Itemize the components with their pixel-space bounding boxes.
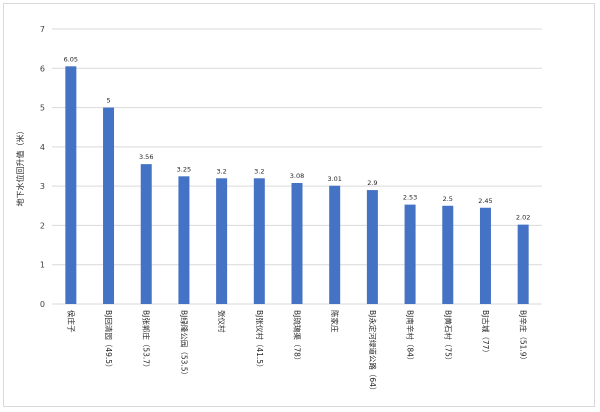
y-axis-tick-labels: 0 1 2 3 4 5 6 7 xyxy=(40,25,45,309)
category-label: BJ回清园（49.5） xyxy=(104,310,114,372)
bars xyxy=(65,66,529,304)
bar xyxy=(140,164,152,304)
y-axis-title: 地下水位回升值（米） xyxy=(15,127,25,207)
category-label: 侯庄子 xyxy=(66,310,76,333)
category-label: BJ辛庄（51.9） xyxy=(519,310,529,364)
y-tick-label: 2 xyxy=(40,221,45,230)
bar xyxy=(517,224,529,304)
bar xyxy=(253,178,265,304)
data-label: 3.25 xyxy=(177,165,191,173)
category-label: BJ古城（77） xyxy=(481,310,491,357)
gridlines xyxy=(52,28,542,305)
data-label: 3.56 xyxy=(139,153,153,161)
category-label: BJ张郭庄（53.7） xyxy=(142,310,152,372)
y-tick-label: 5 xyxy=(40,104,45,113)
bar xyxy=(103,107,115,304)
bar xyxy=(404,204,416,304)
category-label: BJ永定河绿道公路（64） xyxy=(368,310,378,394)
data-label: 2.02 xyxy=(516,214,530,222)
y-tick-label: 0 xyxy=(40,300,45,309)
bar xyxy=(479,207,491,304)
y-tick-label: 6 xyxy=(40,64,45,73)
y-tick-label: 7 xyxy=(40,25,45,34)
data-label: 2.9 xyxy=(367,179,377,187)
data-label: 3.2 xyxy=(254,167,264,175)
y-tick-label: 3 xyxy=(40,182,45,191)
category-label: BJ张仪村（41.5） xyxy=(255,310,265,372)
bar xyxy=(178,176,190,304)
bar xyxy=(329,185,341,304)
data-label: 2.45 xyxy=(478,197,492,205)
category-label: BJ黄石村（75） xyxy=(443,310,453,364)
bar xyxy=(216,178,228,304)
y-tick-label: 1 xyxy=(40,261,45,270)
data-labels: 6.05 5 3.56 3.25 3.2 3.2 3.08 3.01 2.9 2.53 2.5 2.4… xyxy=(64,55,531,221)
y-tick-label: 4 xyxy=(40,143,45,152)
data-label: 2.5 xyxy=(443,195,453,203)
category-label: BJ绿隆公园（53.5） xyxy=(179,310,189,379)
data-label: 3.01 xyxy=(327,175,341,183)
category-label: BJ琉璃渠（78） xyxy=(293,310,303,364)
category-label: BJ南辛村（84） xyxy=(406,310,416,364)
data-label: 6.05 xyxy=(64,55,78,63)
category-labels: 侯庄子 BJ回清园（49.5） BJ张郭庄（53.7） BJ绿隆公园（53.5） 张仪村… xyxy=(66,310,528,394)
data-label: 5 xyxy=(106,97,110,105)
data-label: 3.08 xyxy=(290,172,304,180)
data-label: 2.53 xyxy=(403,194,417,202)
bar xyxy=(65,66,77,304)
bar xyxy=(291,183,303,304)
bar xyxy=(442,205,454,304)
category-label: 张仪村 xyxy=(217,310,227,333)
category-label: 陈家庄 xyxy=(330,310,340,333)
bar xyxy=(366,190,378,304)
data-label: 3.2 xyxy=(216,167,226,175)
